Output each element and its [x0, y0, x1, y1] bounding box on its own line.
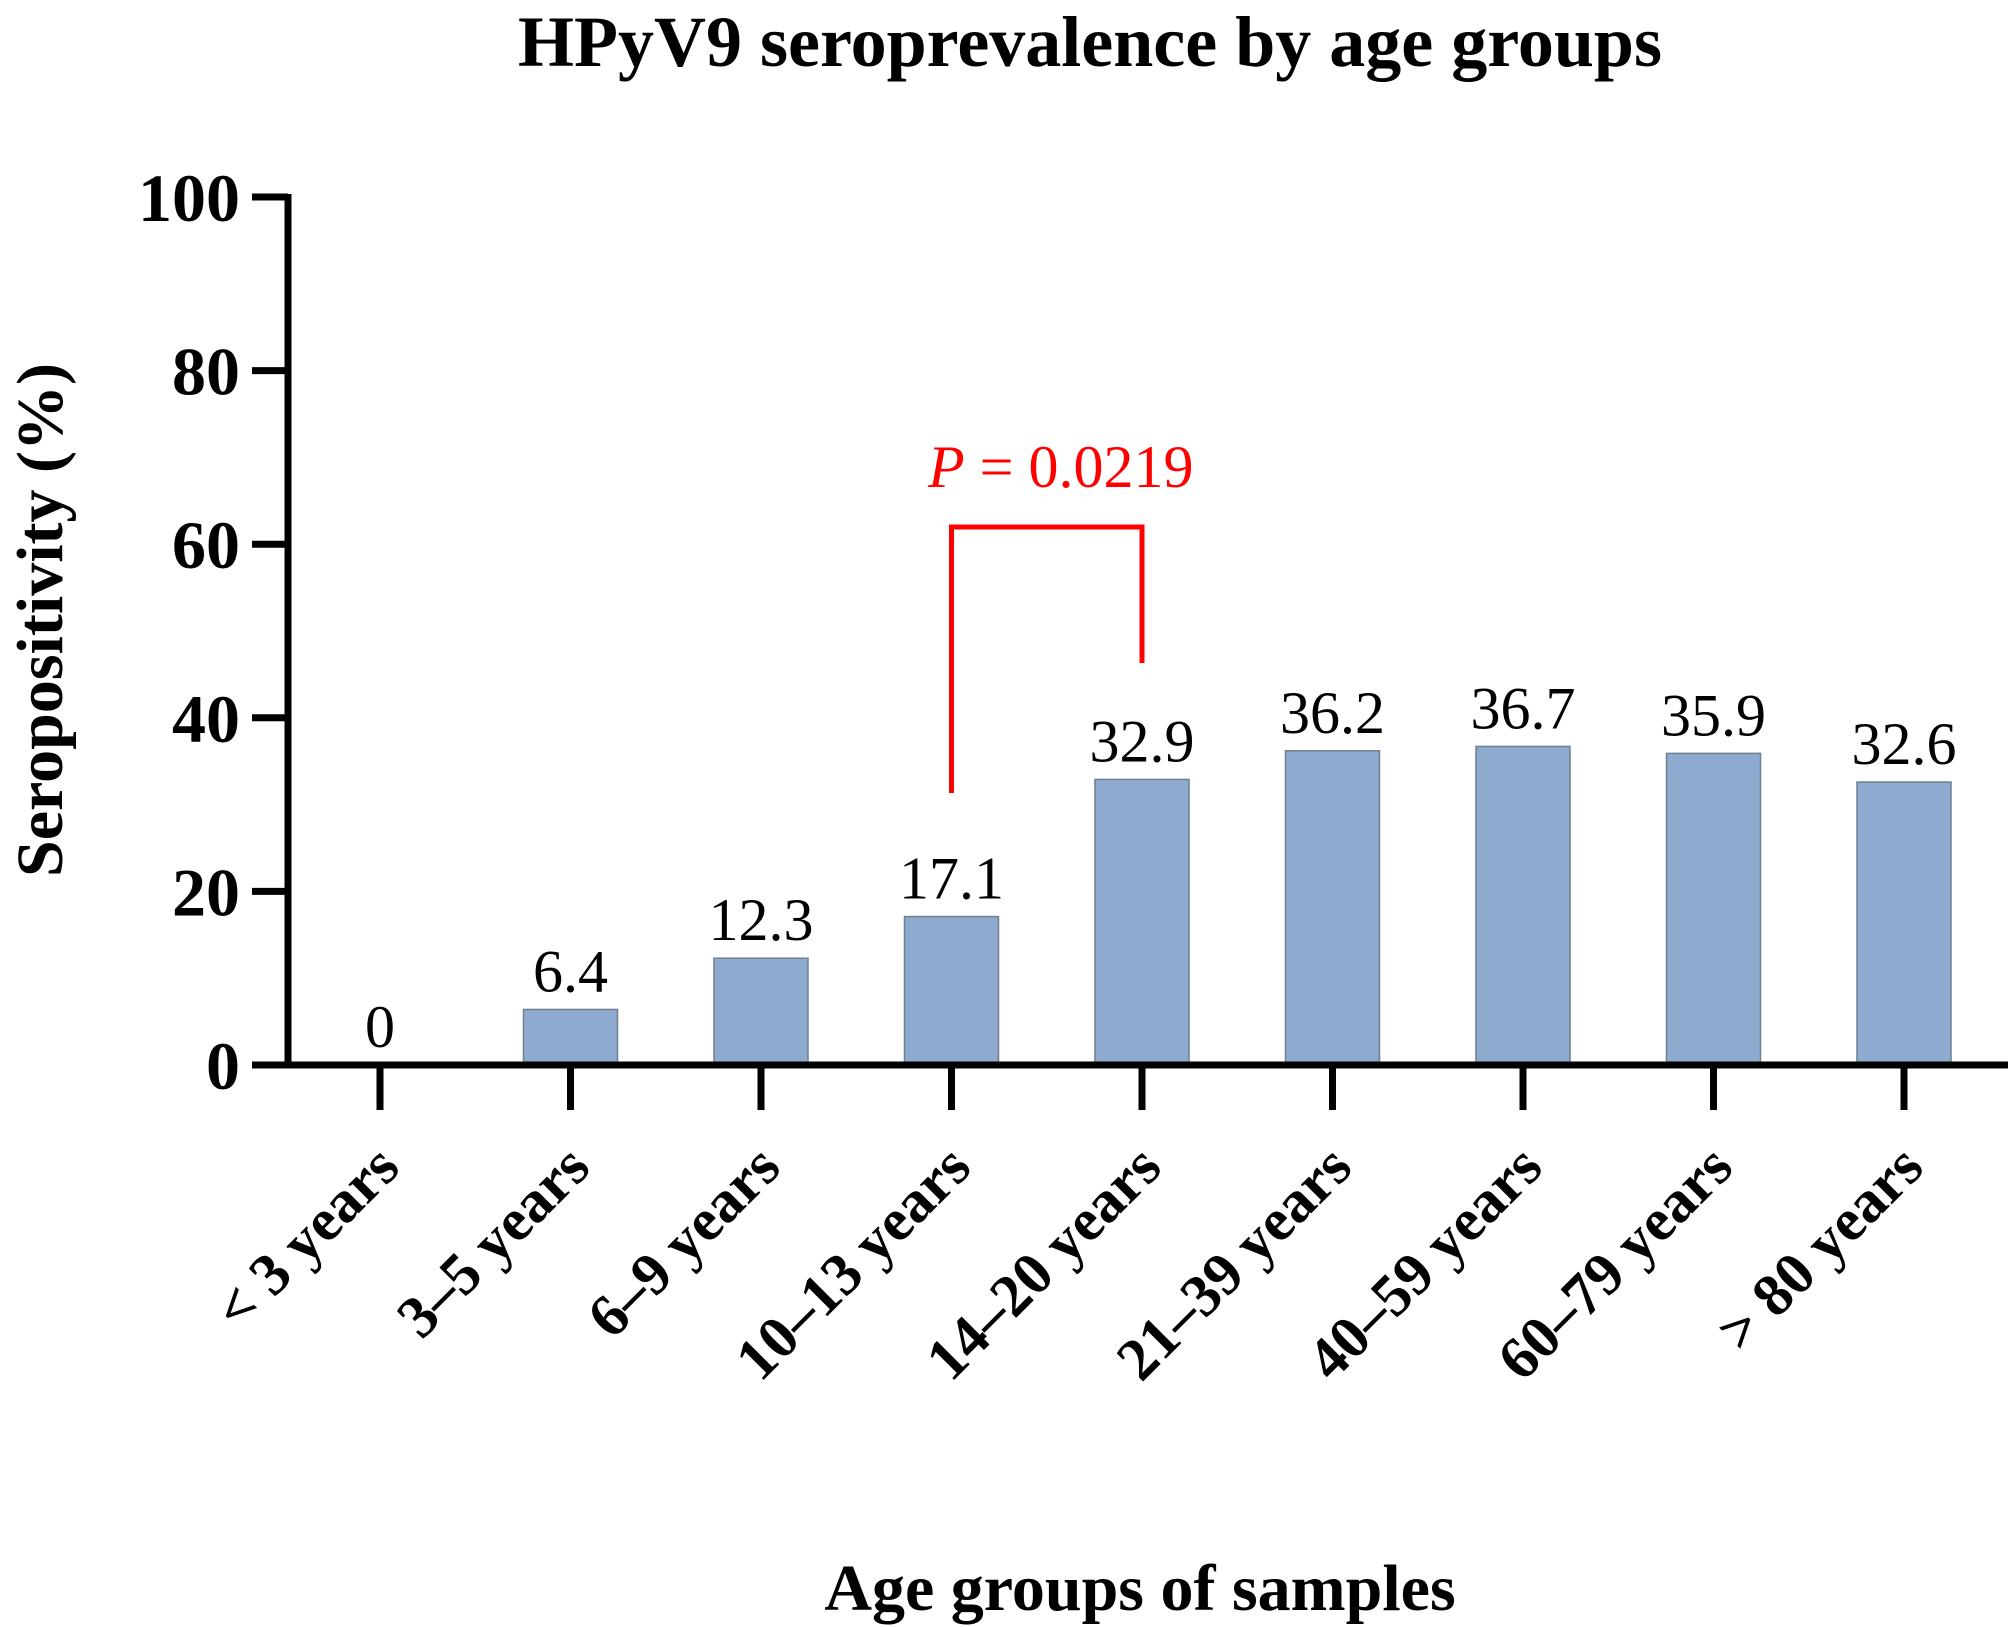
data-label: 0	[365, 994, 395, 1060]
y-tick-label: 60	[172, 507, 240, 583]
bar	[1856, 781, 1952, 1066]
bar	[1094, 778, 1190, 1066]
data-label: 36.2	[1280, 680, 1385, 746]
bars-layer	[522, 745, 1952, 1066]
data-label: 12.3	[709, 887, 814, 953]
y-tick-label: 20	[172, 854, 240, 930]
chart-title: HPyV9 seroprevalence by age groups	[518, 2, 1662, 82]
data-label: 6.4	[533, 938, 608, 1004]
significance-annotation: P = 0.0219	[927, 434, 1194, 793]
data-label: 35.9	[1661, 682, 1766, 748]
bar	[903, 915, 1000, 1066]
bar	[1665, 752, 1762, 1066]
x-tick-label: < 3 years	[201, 1133, 411, 1343]
bar	[522, 1008, 619, 1066]
y-axis-title: Seropositivity (%)	[4, 363, 77, 877]
x-tick-label: > 80 years	[1704, 1133, 1935, 1364]
y-tick-label: 40	[172, 681, 240, 757]
bar	[713, 957, 809, 1066]
x-tick-label: 3–5 years	[384, 1133, 602, 1351]
y-tick-label: 0	[206, 1028, 240, 1104]
data-label: 32.9	[1090, 708, 1195, 774]
data-label: 36.7	[1471, 675, 1576, 741]
significance-bracket	[949, 524, 1145, 793]
axes-layer	[252, 193, 2008, 1110]
bar	[1284, 750, 1381, 1066]
data-label: 17.1	[899, 846, 1004, 912]
y-tick-label: 80	[172, 334, 240, 410]
x-axis-title: Age groups of samples	[824, 1552, 1455, 1625]
bar	[1475, 745, 1571, 1066]
y-tick-label: 100	[138, 160, 240, 236]
p-value-label: P = 0.0219	[927, 434, 1194, 500]
data-label: 32.6	[1852, 711, 1957, 777]
